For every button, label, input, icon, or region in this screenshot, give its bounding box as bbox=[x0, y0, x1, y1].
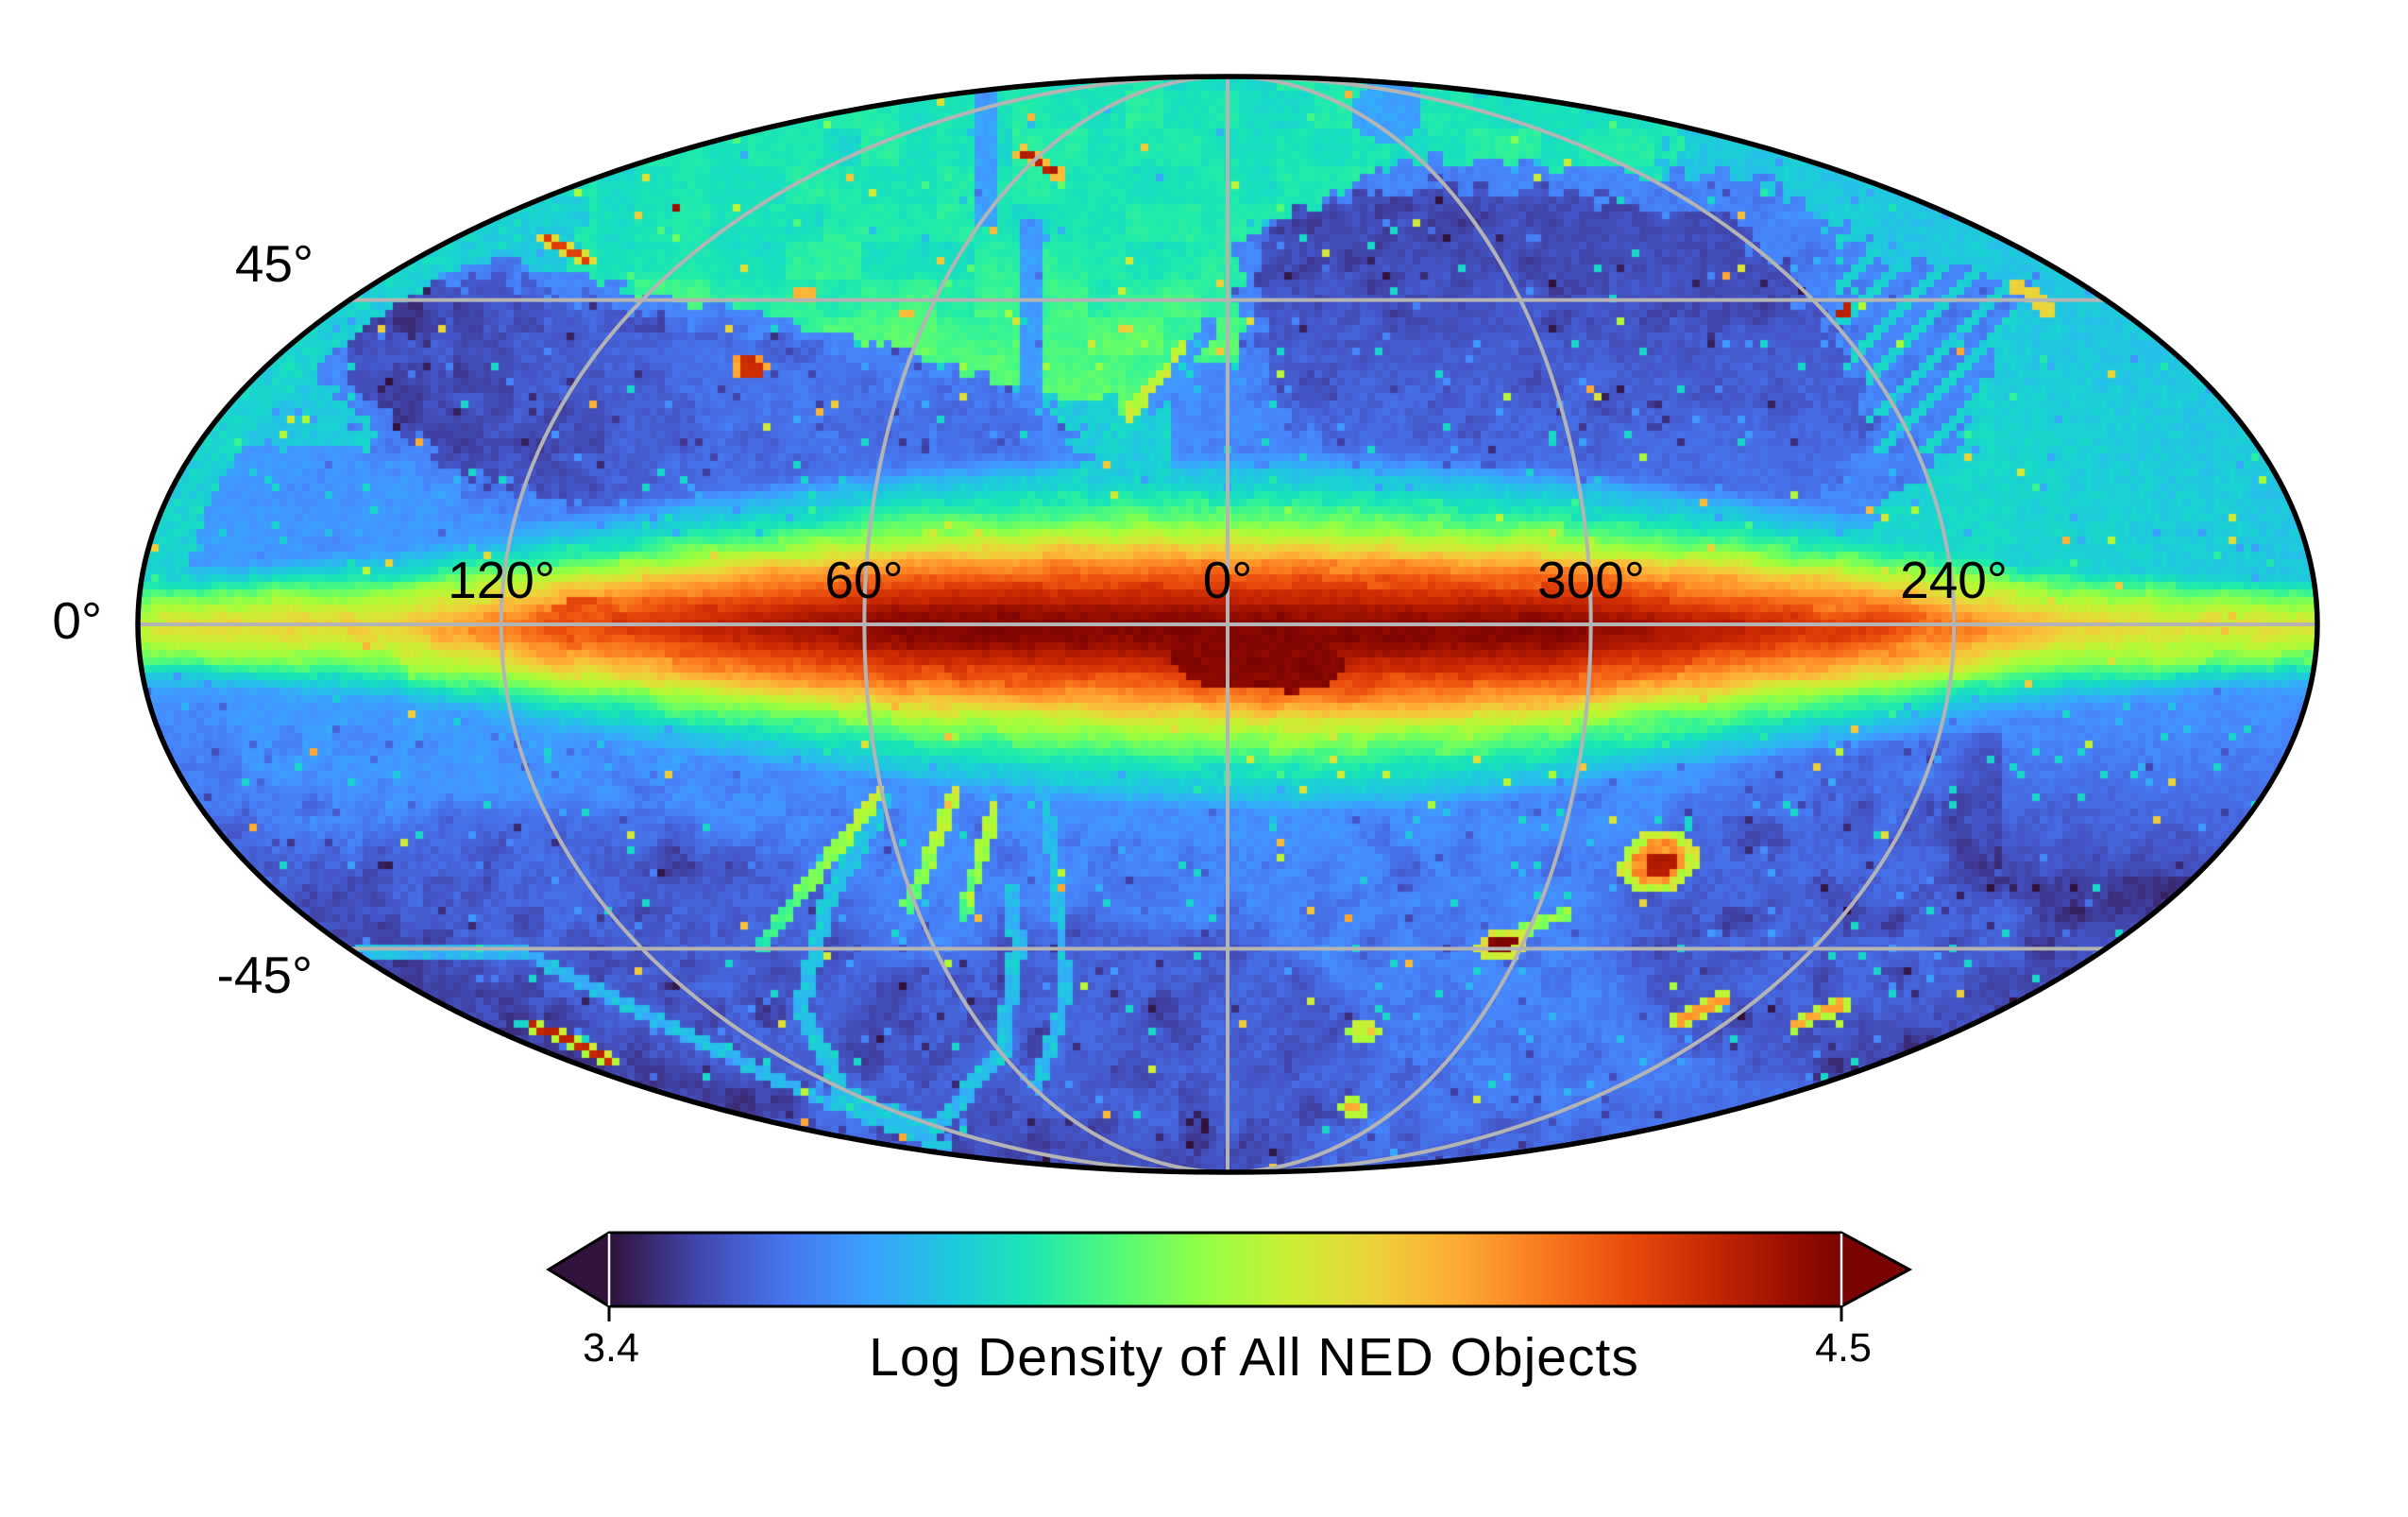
svg-text:60°: 60° bbox=[824, 551, 903, 609]
svg-text:240°: 240° bbox=[1900, 551, 2008, 609]
svg-text:-45°: -45° bbox=[217, 946, 314, 1004]
svg-text:0°: 0° bbox=[52, 591, 102, 650]
svg-text:300°: 300° bbox=[1537, 551, 1645, 609]
svg-text:45°: 45° bbox=[235, 234, 314, 293]
svg-text:120°: 120° bbox=[448, 551, 555, 609]
svg-text:3.4: 3.4 bbox=[583, 1325, 639, 1371]
svg-text:0°: 0° bbox=[1203, 551, 1253, 609]
svg-text:Log Density of All NED Objects: Log Density of All NED Objects bbox=[869, 1327, 1639, 1388]
svg-text:4.5: 4.5 bbox=[1815, 1325, 1872, 1371]
